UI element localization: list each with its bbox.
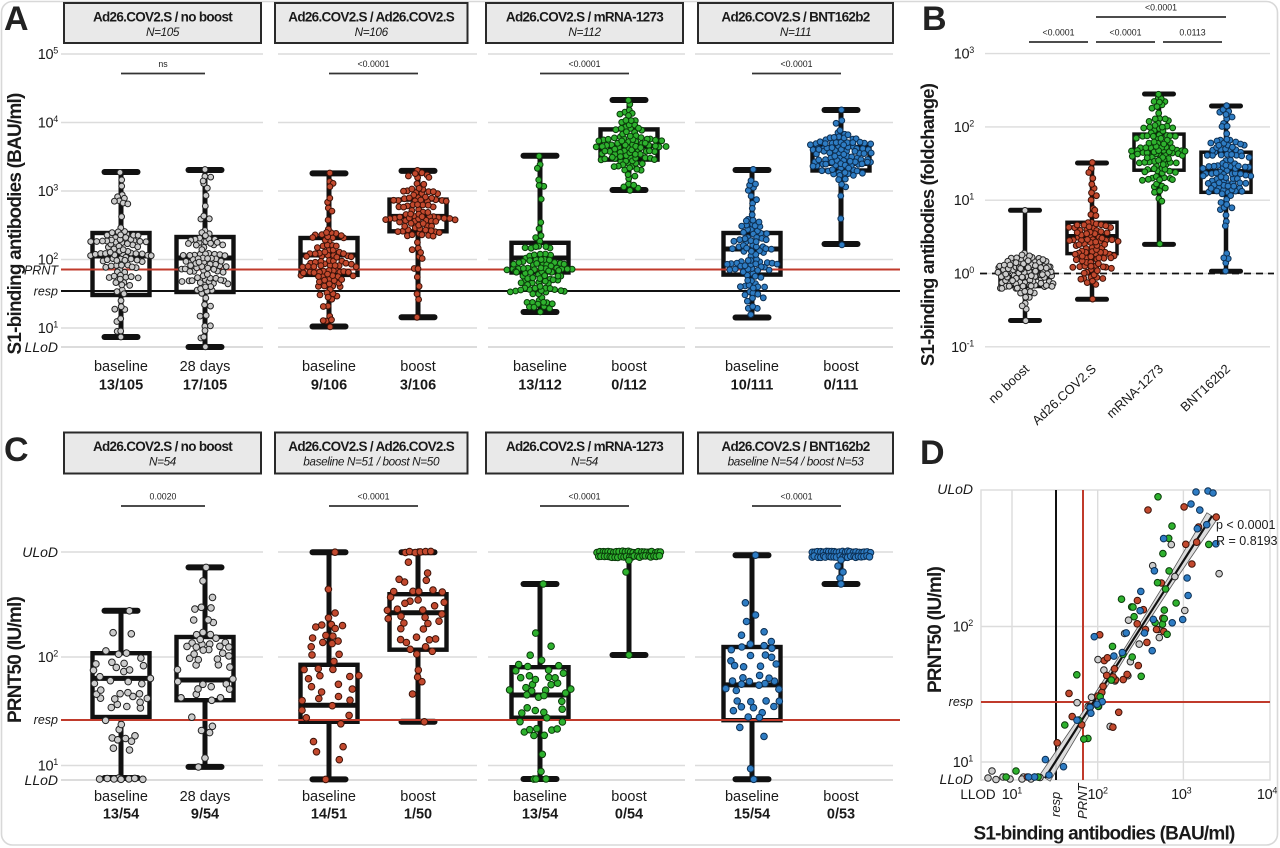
- svg-text:Ad26.COV2.S / mRNA-1273: Ad26.COV2.S / mRNA-1273: [506, 10, 664, 25]
- svg-text:Ad26.COV2.S / no boost: Ad26.COV2.S / no boost: [93, 10, 233, 25]
- svg-text:0.0020: 0.0020: [150, 492, 177, 502]
- svg-text:13/54: 13/54: [103, 807, 139, 823]
- svg-text:baseline: baseline: [513, 359, 567, 375]
- svg-text:D: D: [920, 434, 945, 472]
- svg-text:N=112: N=112: [568, 25, 601, 39]
- svg-text:baseline: baseline: [513, 789, 567, 805]
- svg-text:9/106: 9/106: [311, 378, 347, 394]
- svg-text:p < 0.0001: p < 0.0001: [1216, 518, 1275, 532]
- svg-text:PRNT50 (IU/ml): PRNT50 (IU/ml): [5, 597, 26, 724]
- svg-text:baseline: baseline: [725, 789, 779, 805]
- svg-text:LLoD: LLoD: [25, 772, 58, 788]
- svg-text:0.0113: 0.0113: [1179, 28, 1205, 38]
- svg-text:ULoD: ULoD: [22, 544, 58, 560]
- svg-text:Ad26.COV2.S / no boost: Ad26.COV2.S / no boost: [93, 439, 233, 454]
- svg-text:<0.0001: <0.0001: [780, 492, 812, 502]
- svg-text:boost: boost: [823, 789, 858, 805]
- svg-text:S1-binding antibodies (BAU/ml): S1-binding antibodies (BAU/ml): [5, 93, 26, 354]
- svg-text:<0.0001: <0.0001: [780, 59, 812, 69]
- svg-text:baseline N=54 / boost N=53: baseline N=54 / boost N=53: [728, 455, 865, 469]
- svg-text:PRNT: PRNT: [24, 264, 59, 278]
- svg-text:PRNT: PRNT: [1075, 783, 1090, 819]
- svg-text:<0.0001: <0.0001: [1042, 28, 1074, 38]
- svg-text:10/111: 10/111: [731, 378, 774, 394]
- svg-text:1/50: 1/50: [404, 807, 432, 823]
- svg-text:R = 0.8193: R = 0.8193: [1216, 534, 1278, 548]
- svg-text:N=106: N=106: [355, 25, 389, 39]
- svg-text:13/105: 13/105: [99, 378, 143, 394]
- svg-text:N=105: N=105: [146, 25, 180, 39]
- svg-text:boost: boost: [400, 359, 435, 375]
- svg-text:28 days: 28 days: [180, 359, 231, 375]
- svg-text:N=111: N=111: [780, 25, 811, 39]
- svg-text:LLoD: LLoD: [25, 339, 58, 355]
- svg-text:resp: resp: [34, 285, 58, 299]
- svg-text:C: C: [4, 431, 29, 469]
- svg-text:<0.0001: <0.0001: [357, 492, 389, 502]
- svg-text:0/111: 0/111: [824, 378, 859, 394]
- svg-text:15/54: 15/54: [734, 807, 770, 823]
- svg-text:Ad26.COV2.S / mRNA-1273: Ad26.COV2.S / mRNA-1273: [506, 439, 664, 454]
- svg-text:Ad26.COV2.S / BNT162b2: Ad26.COV2.S / BNT162b2: [721, 439, 869, 454]
- svg-text:resp: resp: [1048, 792, 1063, 817]
- svg-text:ULoD: ULoD: [937, 481, 973, 497]
- svg-text:baseline: baseline: [302, 789, 356, 805]
- svg-text:13/54: 13/54: [522, 807, 558, 823]
- svg-text:N=54: N=54: [149, 455, 177, 469]
- svg-text:baseline: baseline: [94, 789, 148, 805]
- svg-text:Ad26.COV2.S / BNT162b2: Ad26.COV2.S / BNT162b2: [721, 10, 869, 25]
- svg-text:28 days: 28 days: [180, 789, 231, 805]
- svg-text:0/112: 0/112: [611, 378, 647, 394]
- svg-text:A: A: [4, 0, 29, 38]
- svg-text:Ad26.COV2.S / Ad26.COV2.S: Ad26.COV2.S / Ad26.COV2.S: [288, 10, 455, 25]
- svg-text:N=54: N=54: [571, 455, 599, 469]
- svg-text:0/54: 0/54: [615, 807, 643, 823]
- svg-text:baseline N=51 / boost N=50: baseline N=51 / boost N=50: [303, 455, 440, 469]
- svg-text:13/112: 13/112: [518, 378, 562, 394]
- svg-text:3/106: 3/106: [400, 378, 436, 394]
- svg-text:S1-binding antibodies (foldcha: S1-binding antibodies (foldchange): [917, 83, 938, 366]
- svg-text:17/105: 17/105: [183, 378, 227, 394]
- svg-text:<0.0001: <0.0001: [568, 59, 600, 69]
- svg-text:baseline: baseline: [725, 359, 779, 375]
- svg-text:resp: resp: [34, 713, 58, 727]
- svg-text:<0.0001: <0.0001: [1109, 28, 1141, 38]
- svg-text:B: B: [922, 0, 947, 38]
- svg-text:<0.0001: <0.0001: [357, 59, 389, 69]
- svg-text:0/53: 0/53: [827, 807, 855, 823]
- svg-text:14/51: 14/51: [311, 807, 347, 823]
- svg-text:baseline: baseline: [94, 359, 148, 375]
- svg-text:boost: boost: [400, 789, 435, 805]
- svg-text:<0.0001: <0.0001: [568, 492, 600, 502]
- svg-text:LLoD: LLoD: [940, 771, 973, 787]
- svg-text:boost: boost: [611, 789, 646, 805]
- svg-text:resp: resp: [949, 695, 973, 709]
- svg-text:boost: boost: [611, 359, 646, 375]
- svg-text:baseline: baseline: [302, 359, 356, 375]
- svg-text:9/54: 9/54: [191, 807, 219, 823]
- svg-text:LLOD: LLOD: [960, 787, 996, 802]
- svg-text:ns: ns: [158, 59, 168, 69]
- svg-text:boost: boost: [823, 359, 858, 375]
- svg-text:PRNT50 (IU/ml): PRNT50 (IU/ml): [925, 567, 946, 694]
- svg-text:<0.0001: <0.0001: [1145, 3, 1177, 13]
- svg-text:Ad26.COV2.S / Ad26.COV2.S: Ad26.COV2.S / Ad26.COV2.S: [288, 439, 455, 454]
- svg-text:S1-binding antibodies (BAU/ml): S1-binding antibodies (BAU/ml): [974, 824, 1235, 845]
